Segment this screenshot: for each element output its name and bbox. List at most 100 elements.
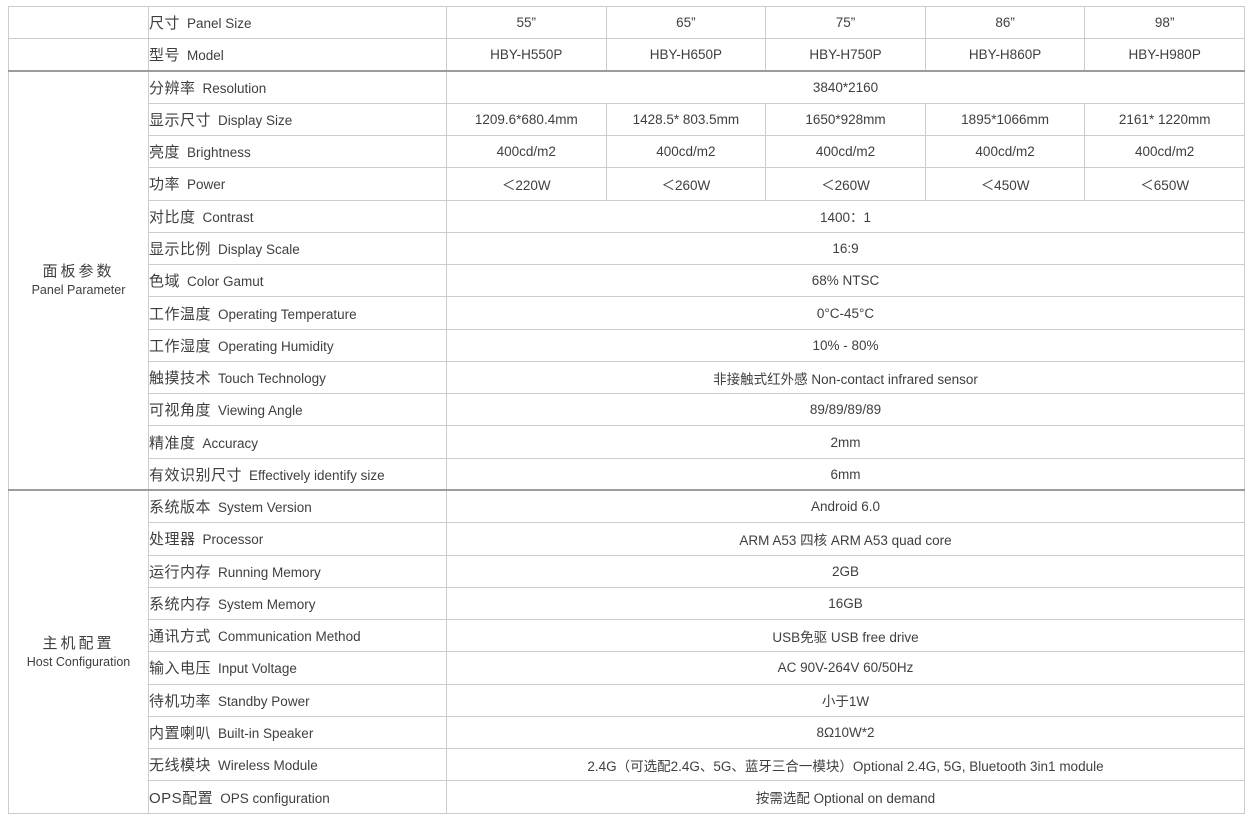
param-label-zh: 系统内存 [149, 595, 212, 613]
spec-row: 功率 Power ＜220W ＜260W ＜260W ＜450W ＜650W [9, 167, 1245, 201]
param-label-en: Operating Temperature [218, 306, 357, 322]
param-label-cell: 系统版本 System Version [148, 489, 447, 524]
param-label-en: Display Scale [218, 241, 300, 257]
spec-row: 色域 Color Gamut 68% NTSC [9, 264, 1245, 298]
param-label-zh: OPS配置 [149, 789, 214, 807]
param-label-zh: 内置喇叭 [149, 724, 212, 742]
param-label-cell: 待机功率 Standby Power [148, 683, 447, 717]
param-label-en: Contrast [202, 209, 254, 225]
param-label-zh: 对比度 [149, 208, 196, 226]
value-cell: HBY-H860P [924, 38, 1086, 72]
param-label-en: Wireless Module [218, 758, 318, 774]
spec-row: 待机功率 Standby Power 小于1W [9, 683, 1245, 717]
spec-row: 可视角度 Viewing Angle 89/89/89/89 [9, 393, 1245, 427]
param-label-cell: 尺寸 Panel Size [148, 5, 447, 40]
param-label-en: Running Memory [218, 564, 321, 580]
value-cell-merged: 1400：1 [446, 199, 1245, 233]
value-cell: ＜260W [605, 167, 767, 201]
spec-row: 主机配置 Host Configuration 系统版本 System Version… [8, 489, 1245, 814]
value-cell: 86” [924, 5, 1086, 40]
param-label-en: Built-in Speaker [218, 725, 314, 741]
value-cell: 400cd/m2 [765, 135, 926, 169]
value-cell-merged: 2mm [446, 425, 1245, 459]
spec-table: 尺寸 Panel Size 55” 65” 75” 86” 98” 型号 Model HBY-H5… [8, 5, 1245, 814]
param-label-zh: 待机功率 [149, 692, 212, 710]
param-label-cell: 显示比例 Display Scale [148, 231, 447, 266]
param-label-cell: 内置喇叭 Built-in Speaker [148, 715, 447, 750]
param-label-zh: 可视角度 [149, 402, 212, 420]
param-label-en: Operating Humidity [218, 338, 334, 354]
spec-row: 系统内存 System Memory 16GB [9, 586, 1245, 621]
param-label-en: Accuracy [202, 435, 259, 451]
spec-row: 亮度 Brightness 400cd/m2 400cd/m2 400cd/m2 400c… [9, 135, 1245, 169]
spec-row: 触摸技术 Touch Technology 非接触式红外感 Non-contact … [9, 360, 1245, 395]
param-label-en: Standby Power [218, 693, 310, 709]
value-cell-merged: 3840*2160 [446, 70, 1245, 104]
category-label-en: Host Configuration [26, 654, 131, 669]
param-label-en: Touch Technology [218, 371, 326, 387]
value-cell: 1209.6*680.4mm [446, 102, 607, 137]
value-cell: 400cd/m2 [446, 135, 607, 169]
param-label-en: Input Voltage [218, 661, 297, 677]
param-label-cell: 通讯方式 Communication Method [148, 619, 447, 653]
param-label-en: Panel Size [187, 16, 252, 32]
param-label-zh: 工作湿度 [149, 337, 212, 355]
value-cell: 400cd/m2 [605, 135, 767, 169]
value-cell-merged: 16GB [446, 586, 1245, 621]
value-cell: 400cd/m2 [1084, 135, 1245, 169]
param-label-zh: 无线模块 [149, 757, 212, 775]
param-label-zh: 有效识别尺寸 [149, 466, 243, 484]
spec-row: 精准度 Accuracy 2mm [9, 425, 1245, 459]
value-cell: 55” [446, 5, 607, 40]
value-cell-merged: USB免驱 USB free drive [446, 619, 1245, 653]
param-label-zh: 通讯方式 [149, 628, 212, 646]
param-label-cell: 色域 Color Gamut [148, 264, 447, 298]
param-label-zh: 触摸技术 [149, 370, 212, 388]
category-cell: 主机配置 Host Configuration [8, 489, 149, 814]
spec-row: 工作湿度 Operating Humidity 10% - 80% [9, 328, 1245, 362]
param-label-en: System Version [218, 500, 312, 516]
value-cell: HBY-H650P [605, 38, 767, 72]
param-label-zh: 输入电压 [149, 660, 212, 678]
category-label-en: Panel Parameter [31, 283, 126, 298]
param-label-en: Communication Method [218, 629, 361, 645]
param-label-cell: 工作温度 Operating Temperature [148, 296, 447, 330]
param-label-zh: 型号 [149, 47, 181, 65]
category-label-zh: 主机配置 [42, 634, 115, 652]
value-cell-merged: 89/89/89/89 [446, 393, 1245, 427]
param-label-zh: 功率 [149, 176, 181, 194]
param-label-cell: 亮度 Brightness [148, 135, 447, 169]
value-cell-merged: 非接触式红外感 Non-contact infrared sensor [446, 360, 1245, 395]
value-cell-merged: 2.4G（可选配2.4G、5G、蓝牙三合一模块）Optional 2.4G, 5… [446, 748, 1245, 782]
value-cell: 65” [605, 5, 767, 40]
param-label-cell: 工作湿度 Operating Humidity [148, 328, 447, 362]
param-label-cell: 无线模块 Wireless Module [148, 748, 447, 782]
spec-row: 显示比例 Display Scale 16:9 [9, 231, 1245, 266]
value-cell-merged: Android 6.0 [446, 489, 1245, 524]
spec-row: 输入电压 Input Voltage AC 90V-264V 60/50Hz [9, 651, 1245, 685]
param-label-cell: 分辨率 Resolution [148, 70, 447, 104]
param-label-en: OPS configuration [220, 790, 330, 806]
value-cell: 1428.5* 803.5mm [605, 102, 767, 137]
category-label-zh: 面板参数 [42, 263, 115, 281]
param-label-zh: 显示尺寸 [149, 111, 212, 129]
spec-row: 面板参数 Panel Parameter 分辨率 Resolution 3840*216… [8, 70, 1245, 491]
value-cell: 98” [1084, 5, 1245, 40]
value-cell: ＜450W [924, 167, 1086, 201]
param-label-en: Brightness [187, 145, 251, 161]
param-label-zh: 处理器 [149, 531, 196, 549]
param-label-zh: 尺寸 [149, 15, 181, 33]
spec-row: 运行内存 Running Memory 2GB [9, 554, 1245, 588]
param-label-en: Viewing Angle [218, 403, 303, 419]
param-label-cell: 触摸技术 Touch Technology [148, 360, 447, 395]
param-label-cell: 系统内存 System Memory [148, 586, 447, 621]
param-label-cell: 有效识别尺寸 Effectively identify size [148, 457, 447, 491]
param-label-en: Processor [202, 532, 264, 548]
param-label-cell: 型号 Model [148, 38, 447, 72]
value-cell-merged: 16:9 [446, 231, 1245, 266]
param-label-zh: 系统版本 [149, 499, 212, 517]
value-cell: 2161* 1220mm [1084, 102, 1245, 137]
param-label-zh: 显示比例 [149, 240, 212, 258]
panel-size-row: 尺寸 Panel Size 55” 65” 75” 86” 98” [8, 5, 1245, 40]
model-row: 型号 Model HBY-H550P HBY-H650P HBY-H750P HBY-H8… [8, 38, 1245, 72]
